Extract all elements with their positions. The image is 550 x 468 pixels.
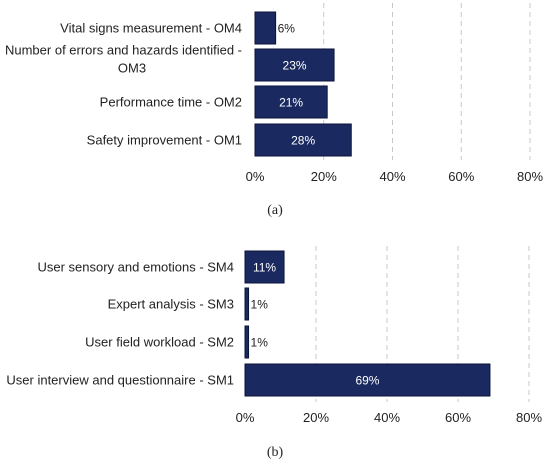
panel-a-category-label: Vital signs measurement - OM4 [60, 21, 242, 36]
panel-a-bar [254, 48, 335, 82]
panel-b-x-tick-label: 0% [236, 410, 255, 425]
panel-a-data-label: 23% [283, 59, 307, 73]
panel-b-bar [244, 363, 491, 397]
panel-a-category-label: Number of errors and hazards identified … [5, 43, 242, 58]
panel-a-x-tick-label: 20% [311, 169, 337, 184]
panel-b-x-tick-label: 80% [516, 410, 542, 425]
panel-b-data-label: 1% [251, 298, 269, 312]
panel-a-category-label: OM3 [118, 61, 146, 76]
panel-a-caption: (a) [267, 203, 283, 218]
panel-b-data-label: 11% [253, 261, 276, 275]
panel-a-bar [254, 85, 328, 119]
panel-a-data-label: 28% [291, 134, 315, 148]
panel-b-caption: (b) [267, 445, 284, 460]
panel-a-x-tick-label: 0% [246, 169, 265, 184]
panel-b-category-label: User sensory and emotions - SM4 [37, 260, 234, 275]
panel-b-bar [244, 287, 250, 321]
panel-b-category-label: User interview and questionnaire - SM1 [6, 373, 234, 388]
panel-a-x-tick-label: 80% [517, 169, 543, 184]
panel-b-x-tick-label: 40% [374, 410, 400, 425]
panel-a-data-label: 21% [279, 96, 303, 110]
panel-a-bar [254, 11, 277, 45]
panel-a-category-label: Performance time - OM2 [100, 95, 242, 110]
panel-b-data-label: 69% [355, 374, 379, 388]
panel-b-x-tick-label: 20% [303, 410, 329, 425]
panel-b-category-label: User field workload - SM2 [85, 335, 234, 350]
panel-a-data-label: 6% [278, 22, 296, 36]
panel-a-bar [254, 123, 352, 157]
panel-a-x-tick-label: 60% [448, 169, 474, 184]
panel-b-data-label: 1% [251, 336, 269, 350]
panel-b-category-label: Expert analysis - SM3 [108, 297, 234, 312]
panel-a-x-tick-label: 40% [379, 169, 405, 184]
panel-b-x-tick-label: 60% [445, 410, 471, 425]
panel-b-bar [244, 325, 250, 359]
panel-b-bar [244, 250, 285, 284]
panel-a-category-label: Safety improvement - OM1 [87, 133, 242, 148]
